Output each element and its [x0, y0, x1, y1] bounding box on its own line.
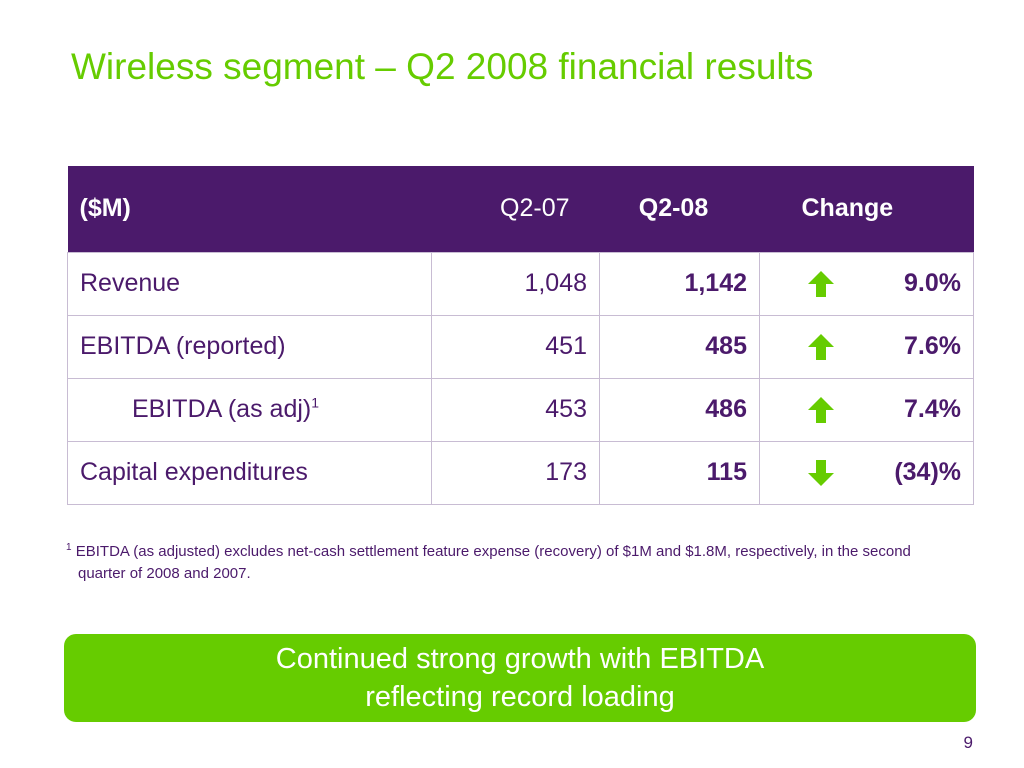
change-value: 9.0%: [904, 269, 961, 297]
change-value: (34)%: [894, 458, 961, 486]
table-row: Revenue 1,048 1,142 9.0%: [67, 251, 974, 316]
q2-08-value: 115: [599, 440, 760, 505]
header-units: ($M): [79, 194, 131, 223]
q2-07-value: 1,048: [431, 251, 600, 316]
footnote: 1 EBITDA (as adjusted) excludes net-cash…: [66, 541, 948, 585]
header-q2-07: Q2-07: [500, 194, 570, 223]
change-cell: 7.4%: [759, 377, 974, 442]
q2-07-value: 173: [431, 440, 600, 505]
footnote-marker: 1: [311, 394, 320, 411]
row-label: Revenue: [67, 251, 432, 316]
header-change: Change: [801, 194, 894, 223]
row-label-text: EBITDA (as adj): [132, 395, 312, 423]
change-value: 7.6%: [904, 332, 961, 360]
table-row: EBITDA (as adj)1 453 486 7.4%: [67, 377, 974, 442]
banner-line-2: reflecting record loading: [365, 681, 675, 713]
page-number: 9: [963, 733, 973, 752]
slide-title: Wireless segment – Q2 2008 financial res…: [71, 46, 814, 87]
q2-08-value: 1,142: [599, 251, 760, 316]
financial-results-table: ($M) Q2-07 Q2-08 Change Revenue 1,048 1,…: [67, 166, 974, 505]
change-cell: 7.6%: [759, 314, 974, 379]
change-cell: (34)%: [759, 440, 974, 505]
table-row: EBITDA (reported) 451 485 7.6%: [67, 314, 974, 379]
table-row: Capital expenditures 173 115 (34)%: [67, 440, 974, 505]
footnote-number: 1: [66, 542, 72, 553]
q2-07-value: 453: [431, 377, 600, 442]
header-q2-08: Q2-08: [638, 194, 709, 223]
row-label-text: Revenue: [80, 269, 181, 297]
row-label: EBITDA (reported): [67, 314, 432, 379]
change-cell: 9.0%: [759, 251, 974, 316]
summary-banner: Continued strong growth with EBITDA refl…: [64, 634, 976, 722]
row-label: Capital expenditures: [67, 440, 432, 505]
change-value: 7.4%: [904, 395, 961, 423]
banner-line-1: Continued strong growth with EBITDA: [275, 643, 765, 675]
arrow-up-icon: [806, 332, 836, 362]
arrow-up-icon: [806, 269, 836, 299]
q2-07-value: 451: [431, 314, 600, 379]
row-label: EBITDA (as adj)1: [67, 377, 432, 442]
q2-08-value: 485: [599, 314, 760, 379]
q2-08-value: 486: [599, 377, 760, 442]
table-header-row: ($M) Q2-07 Q2-08 Change: [67, 166, 974, 252]
footnote-text: EBITDA (as adjusted) excludes net-cash s…: [75, 543, 911, 582]
arrow-up-icon: [806, 395, 836, 425]
row-label-text: Capital expenditures: [80, 458, 308, 486]
row-label-text: EBITDA (reported): [80, 332, 286, 360]
arrow-down-icon: [806, 458, 836, 488]
